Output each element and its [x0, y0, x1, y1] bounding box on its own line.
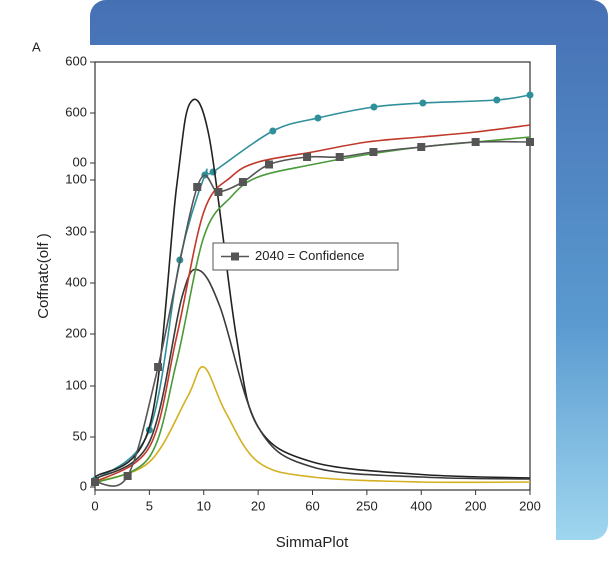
x-tick-label: 10 — [197, 498, 211, 513]
x-tick-label: 5 — [146, 498, 153, 513]
point — [369, 148, 378, 156]
y-tick-label: 100 — [65, 171, 87, 186]
point — [370, 103, 378, 111]
x-tick-label: 200 — [465, 498, 487, 513]
point — [91, 478, 99, 486]
chart-panel — [20, 45, 556, 545]
series-line — [94, 98, 531, 479]
legend-label: 2040 = Confidence — [255, 248, 365, 263]
x-tick-label: 60 — [305, 498, 319, 513]
point — [419, 99, 427, 107]
y-tick-label: 100 — [65, 377, 87, 392]
x-tick-label: 200 — [519, 498, 541, 513]
x-axis-label: SimmaPlot — [276, 534, 349, 551]
point — [265, 160, 273, 169]
series-line — [94, 94, 531, 481]
point — [335, 153, 344, 161]
y-tick-label: 600 — [65, 104, 87, 119]
panel-label: A — [32, 39, 41, 54]
point — [493, 96, 501, 104]
series-line — [94, 366, 531, 484]
series-line — [94, 124, 531, 483]
y-tick-label: 00 — [73, 154, 87, 169]
y-tick-label: 600 — [65, 53, 87, 68]
point — [314, 114, 322, 122]
x-tick-label: 0 — [91, 498, 98, 513]
y-tick-label: 0 — [80, 478, 87, 493]
series-line — [94, 140, 531, 487]
series-line — [94, 268, 531, 480]
point — [526, 138, 534, 146]
point — [214, 188, 223, 196]
point — [303, 153, 312, 161]
y-tick-label: 400 — [65, 274, 87, 289]
point — [154, 363, 163, 371]
x-tick-label: 250 — [356, 498, 378, 513]
point — [123, 472, 132, 480]
x-tick-label: 20 — [251, 498, 265, 513]
y-tick-label: 200 — [65, 325, 87, 340]
y-axis-label: Coffnatc(olf ) — [35, 233, 52, 319]
point — [193, 183, 202, 191]
point — [417, 143, 426, 151]
y-tick-label: 50 — [73, 428, 87, 443]
y-tick-label: 300 — [65, 223, 87, 238]
point — [471, 138, 480, 146]
point — [269, 127, 277, 135]
point — [526, 91, 534, 99]
point — [238, 178, 247, 186]
x-tick-label: 400 — [410, 498, 432, 513]
legend-marker — [231, 252, 239, 261]
